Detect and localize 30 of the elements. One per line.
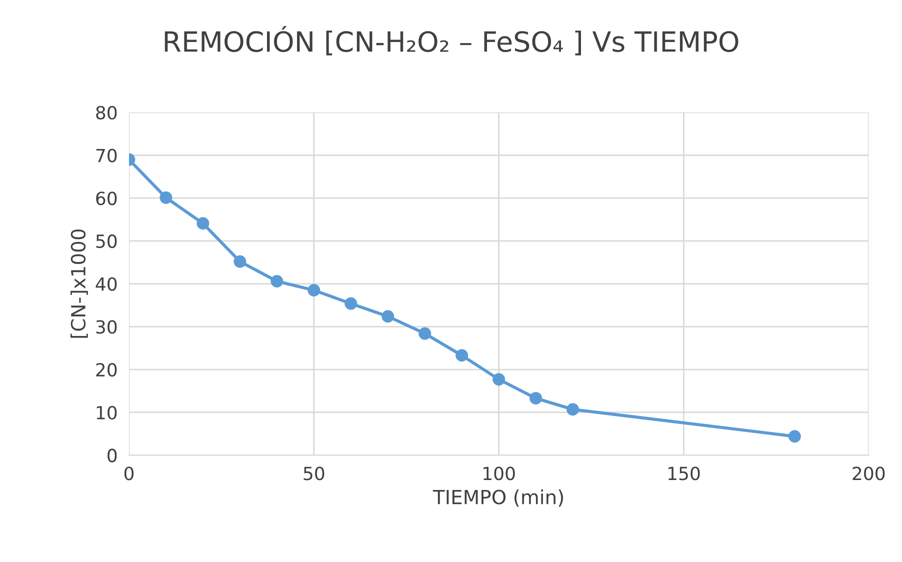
y-tick-label: 40 — [96, 277, 117, 291]
point — [418, 327, 432, 340]
point — [308, 284, 320, 296]
point — [566, 403, 580, 416]
point — [234, 255, 246, 268]
point — [196, 217, 210, 230]
x-axis-title: TIEMPO (min) — [432, 489, 563, 507]
chart-title: REMOCIÓN [CN-H₂O₂ – FeSO₄ ] Vs TIEMPO — [164, 26, 738, 56]
point — [160, 191, 172, 204]
y-tick-label: 80 — [96, 106, 117, 120]
point — [492, 373, 506, 386]
x-tick-label: 150 — [668, 466, 700, 480]
x-tick-label: 100 — [484, 466, 515, 480]
point — [456, 349, 468, 362]
y-tick-label: 60 — [96, 192, 117, 206]
point — [270, 274, 284, 288]
y-axis-title: [CN-]x1000 — [70, 229, 88, 338]
point — [344, 297, 358, 310]
x-tick-label: 200 — [852, 466, 885, 480]
x-tick-label: 0 — [124, 466, 134, 480]
point — [530, 392, 542, 404]
y-tick-label: 10 — [96, 406, 117, 420]
point — [382, 310, 394, 323]
y-tick-label: 20 — [96, 362, 117, 377]
y-tick-label: 70 — [96, 148, 117, 162]
y-tick-label: 30 — [96, 320, 117, 334]
x-tick-label: 50 — [304, 466, 324, 480]
point — [788, 430, 801, 443]
y-tick-label: 0 — [108, 448, 117, 462]
y-tick-label: 50 — [96, 234, 117, 248]
